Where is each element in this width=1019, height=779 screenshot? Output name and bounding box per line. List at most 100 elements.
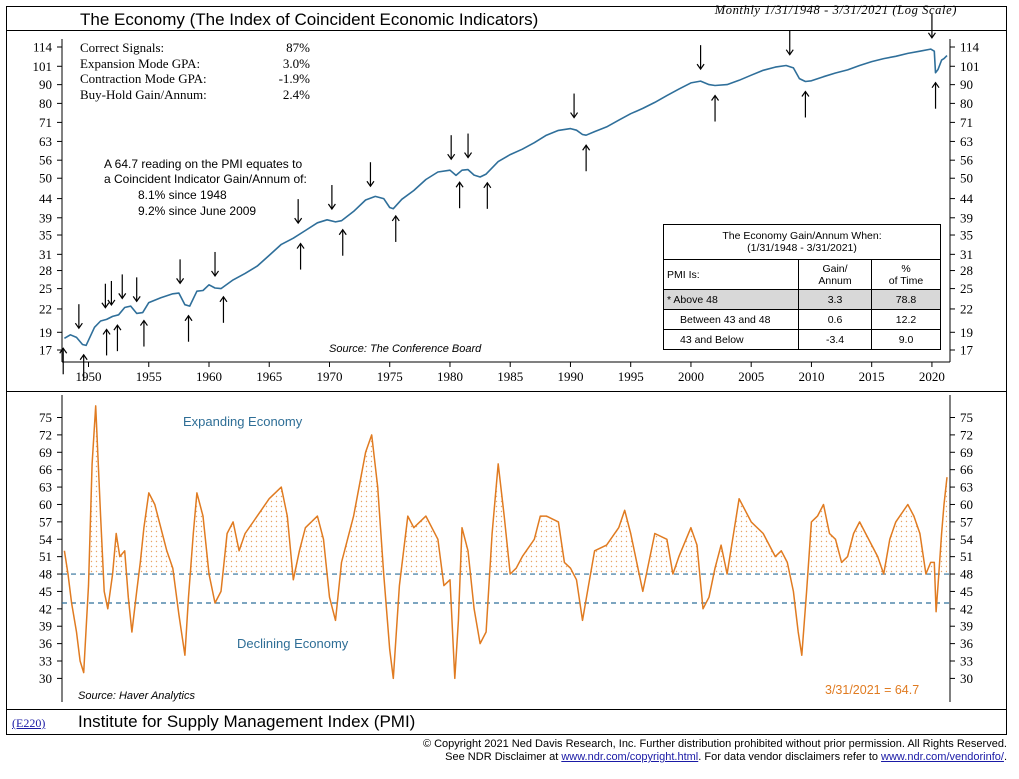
y-tick-label: 39	[960, 619, 973, 634]
gain-table: The Economy Gain/Annum When: (1/31/1948 -…	[663, 224, 941, 350]
chart-code-link[interactable]: (E220)	[12, 716, 46, 730]
y-tick-label: 71	[960, 115, 973, 130]
y-tick-label: 90	[960, 77, 973, 92]
y-tick-label: 54	[960, 532, 974, 547]
y-tick-label: 28	[960, 263, 973, 278]
row-gain: -3.4	[798, 329, 872, 350]
gain-table-title: The Economy Gain/Annum When: (1/31/1948 -…	[663, 224, 941, 260]
buy-signal-arrow-head	[582, 144, 591, 151]
copyright-line1: © Copyright 2021 Ned Davis Research, Inc…	[422, 738, 1007, 750]
table-row: Between 43 and 48 0.6 12.2	[663, 309, 941, 330]
y-tick-label: 35	[39, 228, 52, 243]
x-tick-label: 1995	[618, 369, 644, 384]
sell-signal-arrow-head	[327, 203, 336, 211]
stat-value: 2.4%	[282, 86, 310, 102]
row-time: 12.2	[871, 309, 941, 330]
row-time: 9.0	[871, 329, 941, 350]
x-tick-label: 2020	[919, 369, 945, 384]
x-tick-label: 1950	[76, 369, 102, 384]
buy-signal-arrow-head	[219, 295, 228, 303]
top-source: Source: The Conference Board	[329, 343, 482, 355]
y-tick-label: 63	[39, 134, 52, 149]
period-text: .	[1003, 751, 1007, 763]
panel-divider	[6, 391, 1007, 392]
gain-table-col1: PMI Is:	[663, 259, 799, 290]
y-tick-label: 33	[39, 654, 52, 669]
y-tick-label: 114	[960, 40, 980, 55]
x-tick-label: 1970	[316, 369, 342, 384]
buy-signal-arrow-head	[338, 228, 347, 236]
pmi-line	[63, 405, 948, 680]
x-tick-label: 1985	[497, 369, 523, 384]
sell-signal-arrow-head	[570, 112, 579, 119]
copyright-line2: See NDR Disclaimer at www.ndr.com/copyri…	[423, 751, 1007, 764]
y-tick-label: 31	[39, 247, 52, 262]
y-tick-label: 71	[39, 115, 52, 130]
y-tick-label: 57	[960, 514, 974, 529]
buy-signal-arrow-head	[113, 324, 122, 331]
copyright-link[interactable]: www.ndr.com/copyright.html	[561, 751, 699, 763]
x-tick-label: 2015	[859, 369, 885, 384]
y-tick-label: 22	[960, 301, 973, 316]
x-tick-label: 1960	[196, 369, 222, 384]
title-divider	[6, 30, 1007, 31]
disclaimer-text: See NDR Disclaimer at	[445, 751, 562, 763]
stat-row: Correct Signals: 87%	[80, 40, 310, 56]
y-tick-label: 54	[39, 532, 53, 547]
gain-table-col3-b: of Time	[888, 274, 924, 287]
y-tick-label: 69	[39, 445, 52, 460]
y-tick-label: 63	[39, 480, 52, 495]
stats-block: Correct Signals: 87% Expansion Mode GPA: 3…	[80, 40, 310, 102]
bottom-source: Source: Haver Analytics	[78, 690, 195, 702]
expansion-shading	[64, 405, 947, 575]
y-tick-label: 69	[960, 445, 973, 460]
latest-value-label: 3/31/2021 = 64.7	[825, 683, 920, 697]
y-tick-label: 56	[39, 153, 53, 168]
chart-title: The Economy (The Index of Coincident Eco…	[80, 10, 539, 29]
pmi-note-line1: A 64.7 reading on the PMI equates to	[104, 157, 303, 171]
sell-signal-arrow-head	[927, 32, 936, 39]
stat-row: Buy-Hold Gain/Annum: 2.4%	[80, 87, 310, 103]
buy-signal-arrow-head	[711, 94, 720, 101]
y-tick-label: 45	[960, 584, 973, 599]
y-tick-label: 66	[39, 462, 53, 477]
row-gain: 0.6	[798, 309, 872, 330]
row-time: 78.8	[871, 289, 941, 310]
sell-signal-arrow-head	[118, 293, 127, 300]
x-tick-label: 1980	[437, 369, 463, 384]
gain-table-col2-b: Annum	[818, 274, 852, 287]
row-label: Between 43 and 48	[663, 309, 799, 330]
table-row: * Above 48 3.3 78.8	[663, 289, 941, 310]
pmi-note-line2: a Coincident Indicator Gain/Annum of:	[104, 172, 307, 186]
y-tick-label: 36	[960, 636, 974, 651]
sell-signal-arrow-head	[176, 278, 185, 285]
x-tick-label: 2000	[678, 369, 704, 384]
y-tick-label: 19	[39, 325, 52, 340]
stat-label: Buy-Hold Gain/Annum:	[80, 86, 207, 102]
declining-label: Declining Economy	[237, 636, 349, 651]
row-label: 43 and Below	[663, 329, 799, 350]
buy-signal-arrow-head	[931, 81, 940, 89]
bottom-title: Institute for Supply Management Index (P…	[78, 712, 416, 731]
vendor-link[interactable]: www.ndr.com/vendorinfo/	[881, 751, 1004, 763]
y-tick-label: 22	[39, 301, 52, 316]
y-tick-label: 35	[960, 228, 973, 243]
sell-signal-arrow-head	[132, 296, 141, 303]
y-tick-label: 39	[39, 619, 52, 634]
y-tick-label: 72	[39, 427, 52, 442]
sell-signal-arrow-head	[294, 217, 303, 225]
stat-value: 3.0%	[282, 55, 310, 71]
y-tick-label: 101	[33, 59, 53, 74]
y-tick-label: 50	[960, 171, 973, 186]
x-tick-label: 1965	[256, 369, 282, 384]
x-tick-label: 1955	[136, 369, 162, 384]
sell-signal-arrow-head	[366, 180, 375, 188]
y-tick-label: 66	[960, 462, 974, 477]
y-tick-label: 80	[960, 96, 973, 111]
buy-signal-arrow-head	[184, 314, 193, 322]
y-tick-label: 114	[33, 40, 53, 55]
y-tick-label: 45	[39, 584, 52, 599]
buy-signal-arrow-head	[59, 347, 68, 354]
gain-table-col3-a: %	[901, 262, 911, 275]
